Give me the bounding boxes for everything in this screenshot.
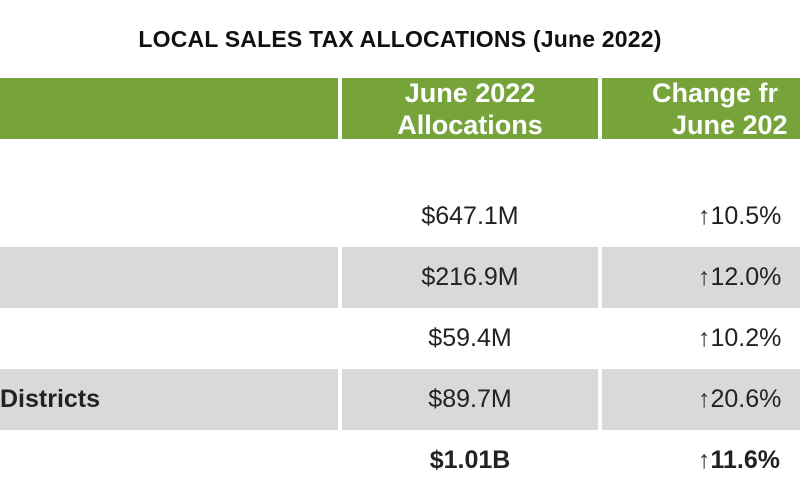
- change-cell: ↑ 11.6%: [602, 430, 800, 491]
- allocation-value: $216.9M: [421, 263, 519, 291]
- allocation-cell: $216.9M: [342, 247, 598, 308]
- allocation-cell: $59.4M: [342, 308, 598, 369]
- allocation-value: $647.1M: [421, 202, 519, 230]
- change-cell: ↑ 10.5%: [602, 186, 800, 247]
- row-label-cell: [0, 247, 338, 308]
- change-value: 12.0%: [710, 263, 782, 291]
- up-arrow-icon: ↑: [698, 385, 711, 413]
- table-row: $216.9M ↑ 12.0%: [0, 247, 800, 308]
- header-change-line2: June 202: [672, 109, 788, 140]
- change-value: 10.5%: [710, 202, 782, 230]
- up-arrow-icon: ↑: [698, 324, 711, 352]
- row-label-cell: [0, 430, 338, 491]
- header-allocations-line1: June 2022: [404, 78, 536, 108]
- table-row: $59.4M ↑ 10.2%: [0, 308, 800, 369]
- allocation-value: $59.4M: [428, 324, 512, 352]
- table-row: Districts $89.7M ↑ 20.6%: [0, 369, 800, 430]
- up-arrow-icon: ↑: [698, 202, 711, 230]
- allocation-value: $1.01B: [429, 446, 511, 474]
- change-value: 10.2%: [710, 324, 782, 352]
- table-row: $647.1M ↑ 10.5%: [0, 186, 800, 247]
- up-arrow-icon: ↑: [698, 263, 711, 291]
- header-cell-label: [0, 78, 338, 139]
- allocations-table: June 2022 Allocations Change fr June 202…: [0, 78, 800, 500]
- header-cell-allocations: June 2022 Allocations: [342, 78, 598, 139]
- change-value: 20.6%: [710, 385, 782, 413]
- header-change-line1: Change fr: [652, 78, 779, 108]
- table-header-row: June 2022 Allocations Change fr June 202: [0, 78, 800, 139]
- allocation-cell: $1.01B: [342, 430, 598, 491]
- allocation-cell: $89.7M: [342, 369, 598, 430]
- row-label-cell: [0, 308, 338, 369]
- table-row-total: $1.01B ↑ 11.6%: [0, 430, 800, 491]
- change-cell: ↑ 12.0%: [602, 247, 800, 308]
- row-label-cell: [0, 186, 338, 247]
- table-title: LOCAL SALES TAX ALLOCATIONS (June 2022): [138, 26, 662, 52]
- change-value: 11.6%: [710, 446, 781, 474]
- row-label-cell: Districts: [0, 369, 338, 430]
- allocation-cell: $647.1M: [342, 186, 598, 247]
- allocation-value: $89.7M: [428, 385, 512, 413]
- header-allocations-line2: Allocations: [397, 109, 543, 140]
- up-arrow-icon: ↑: [698, 446, 711, 474]
- row-label: Districts: [0, 385, 101, 413]
- header-cell-change: Change fr June 202: [602, 78, 800, 139]
- change-cell: ↑ 20.6%: [602, 369, 800, 430]
- change-cell: ↑ 10.2%: [602, 308, 800, 369]
